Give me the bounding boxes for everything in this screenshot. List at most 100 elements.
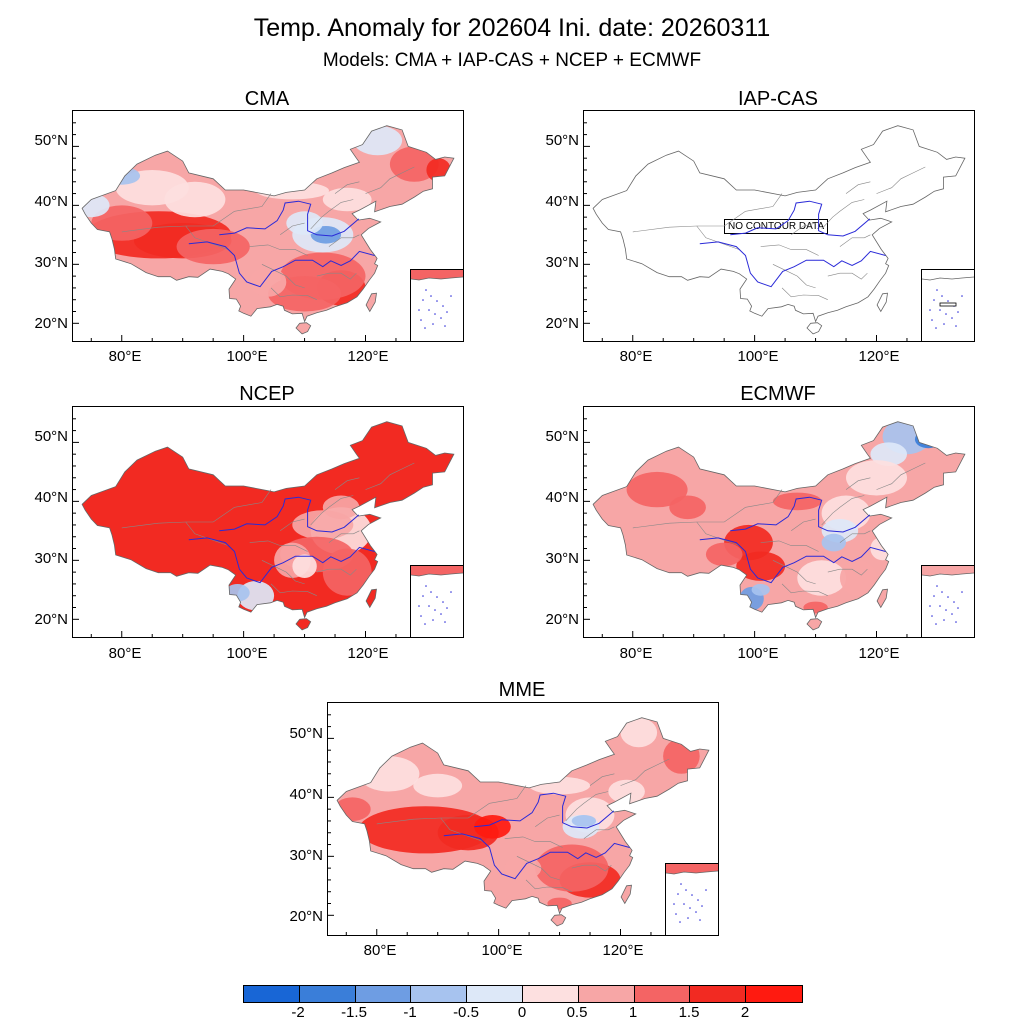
anomaly-region — [846, 460, 907, 496]
lon-label-80e: 80°E — [619, 348, 653, 365]
lat-label-40n: 40°N — [34, 489, 68, 506]
panel-title-cma: CMA — [244, 88, 290, 110]
colorbar-label: 1.5 — [678, 1004, 700, 1021]
province-boundary — [234, 193, 272, 212]
lat-label-40n: 40°N — [545, 193, 579, 210]
inset-island — [440, 317, 442, 319]
anomaly-region — [413, 773, 463, 798]
lat-label-30n: 30°N — [545, 254, 579, 271]
inset-island — [931, 319, 933, 321]
province-boundary — [535, 814, 560, 828]
anomaly-region — [571, 815, 597, 827]
inset-island — [951, 317, 953, 319]
inset-island — [422, 595, 424, 597]
map-canvas — [328, 714, 713, 935]
inset-island — [955, 621, 957, 623]
inset-island — [425, 289, 427, 291]
inset-island — [442, 601, 444, 603]
province-boundary — [234, 489, 272, 508]
map-mme — [327, 702, 719, 936]
province-boundary — [845, 477, 871, 490]
anomaly-region — [249, 267, 287, 297]
inset-island — [941, 591, 943, 593]
country-outline — [592, 421, 966, 619]
lon-label-100e: 100°E — [737, 645, 779, 662]
inset-island — [428, 605, 430, 607]
no-contour-data-label: NO CONTOUR DATA — [724, 219, 829, 234]
inset-island — [680, 883, 682, 885]
yangtze-river — [443, 833, 630, 880]
province-boundary — [185, 521, 229, 546]
province-boundary — [504, 836, 563, 848]
country-outline — [365, 588, 377, 609]
lat-label-50n: 50°N — [545, 132, 579, 149]
province-boundary — [334, 181, 360, 194]
inset-coastline — [410, 276, 464, 281]
colorbar-swatch — [355, 986, 412, 1002]
inset-island — [418, 605, 420, 607]
lat-label-20n: 20°N — [545, 611, 579, 628]
inset-island — [436, 300, 438, 302]
province-boundary — [261, 560, 305, 585]
anomaly-region — [255, 181, 329, 200]
yellow-river — [474, 792, 615, 829]
lon-label-120e: 120°E — [347, 348, 389, 365]
inset-island — [442, 305, 444, 307]
inset-coastline — [665, 870, 719, 875]
figure-title: Temp. Anomaly for 202604 Ini. date: 2026… — [253, 14, 771, 42]
anomaly-region — [337, 797, 371, 821]
map-ecmwf — [583, 406, 975, 638]
lat-label-30n: 30°N — [289, 847, 323, 864]
inset-island — [424, 327, 426, 329]
inset-island — [957, 311, 959, 313]
province-boundary — [781, 287, 828, 300]
province-boundary — [249, 244, 308, 256]
inset-canvas — [921, 276, 975, 329]
inset-island — [430, 295, 432, 297]
province-boundary — [781, 583, 828, 596]
inset-island — [685, 889, 687, 891]
inset-island — [677, 893, 679, 895]
lon-label-120e: 120°E — [347, 645, 389, 662]
south-china-sea-inset — [410, 565, 464, 638]
colorbar-label: 0 — [517, 1004, 527, 1021]
colorbar-swatch — [690, 986, 747, 1002]
inset-island — [689, 907, 691, 909]
colorbar-swatch — [634, 986, 691, 1002]
inset-island — [679, 921, 681, 923]
yellow-river — [219, 200, 360, 237]
province-boundary — [365, 166, 415, 194]
inset-island — [957, 607, 959, 609]
anomaly-region — [292, 554, 317, 578]
country-outline — [550, 914, 567, 927]
yangtze-river — [188, 241, 375, 288]
inset-island — [935, 623, 937, 625]
lon-label-80e: 80°E — [108, 645, 142, 662]
inset-island — [961, 295, 963, 297]
province-boundary — [821, 495, 865, 526]
inset-canvas — [921, 566, 975, 625]
province-boundary — [270, 287, 317, 300]
inset-island — [450, 591, 452, 593]
province-boundary — [280, 222, 305, 236]
inset-island — [945, 609, 947, 611]
colorbar — [243, 985, 803, 1003]
province-boundary — [565, 791, 609, 822]
map-cma — [72, 110, 464, 342]
province-boundary — [791, 222, 816, 236]
panel-title-mme: MME — [498, 679, 546, 701]
province-boundary — [760, 540, 819, 552]
province-boundary — [772, 264, 816, 289]
colorbar-label: 0.5 — [566, 1004, 588, 1021]
south-china-sea-inset — [921, 565, 975, 638]
country-outline — [806, 322, 823, 335]
anomaly-region — [870, 442, 907, 466]
country-outline — [336, 717, 710, 915]
province-boundary — [316, 272, 357, 280]
province-boundary — [261, 264, 305, 289]
inset-coastline — [921, 572, 975, 577]
inset-island — [701, 905, 703, 907]
inset-island — [936, 289, 938, 291]
map-canvas — [584, 418, 969, 637]
anomaly-region — [353, 125, 403, 156]
